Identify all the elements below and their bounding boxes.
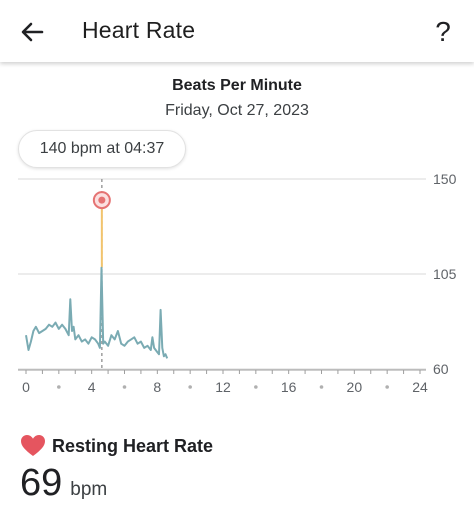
y-tick-label: 60: [433, 361, 449, 377]
x-tick-label: 24: [412, 379, 428, 395]
heart-icon: [21, 435, 45, 456]
resting-heart-rate-label: Resting Heart Rate: [52, 435, 214, 456]
arrow-left-icon: [21, 22, 44, 42]
chart-date: Friday, Oct 27, 2023: [165, 102, 309, 119]
y-tick-label: 105: [433, 266, 457, 282]
y-tick-label: 150: [433, 171, 457, 187]
page-title: Heart Rate: [82, 17, 196, 43]
x-tick-label: 20: [347, 379, 363, 395]
x-tick-label: 8: [153, 379, 161, 395]
x-tick-label: 16: [281, 379, 297, 395]
x-tick-dot: [319, 385, 324, 389]
x-tick-label: 0: [22, 379, 30, 395]
x-tick-label: 12: [215, 379, 231, 395]
app-bar: Heart Rate ?: [0, 0, 474, 62]
highlight-marker-dot: [98, 196, 106, 204]
x-tick-dot: [385, 385, 389, 389]
x-tick-dot: [122, 385, 127, 389]
help-button[interactable]: ?: [426, 13, 460, 51]
series-line: [25, 266, 169, 359]
heart-rate-chart[interactable]: 60 105 150 0 4 8 12 16 20 24: [0, 160, 474, 400]
resting-heart-rate-value-row: 69 bpm: [20, 462, 107, 505]
resting-heart-rate-header: Resting Heart Rate: [20, 434, 213, 458]
chart-title: Beats Per Minute: [172, 77, 302, 94]
x-tick-label: 4: [88, 379, 96, 395]
x-tick-dot: [254, 385, 258, 389]
resting-heart-rate-unit: bpm: [70, 479, 108, 500]
chart-tooltip: 140 bpm at 04:37: [18, 130, 186, 168]
help-icon: ?: [435, 16, 451, 47]
resting-heart-rate-value: 69: [20, 462, 63, 504]
back-button[interactable]: [14, 14, 50, 50]
x-tick-dot: [57, 385, 61, 389]
tooltip-text: 140 bpm at 04:37: [39, 140, 165, 157]
x-tick-dot: [188, 385, 192, 389]
